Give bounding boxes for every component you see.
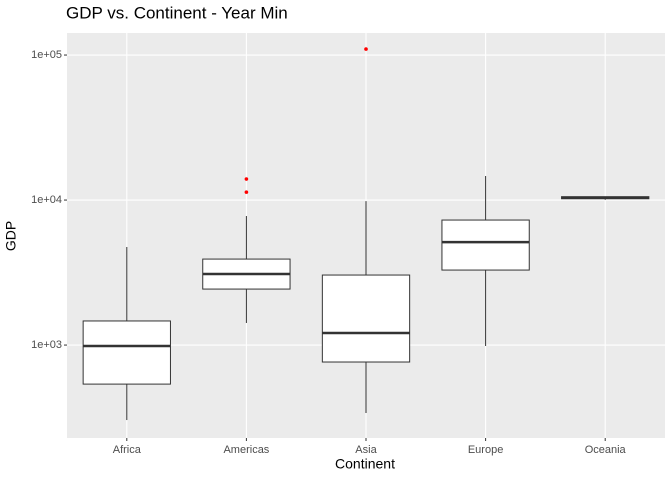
- x-tick-label: Asia: [355, 444, 377, 456]
- y-axis-title: GDP: [3, 221, 19, 251]
- x-tick-label: Americas: [223, 444, 269, 456]
- outlier: [364, 47, 368, 51]
- box: [82, 320, 171, 385]
- x-tick-label: Europe: [468, 444, 503, 456]
- y-tick-label: 1e+04: [31, 194, 62, 206]
- x-tick-label: Africa: [113, 444, 142, 456]
- y-tick-label: 1e+05: [31, 49, 62, 61]
- y-tick-label: 1e+03: [31, 339, 62, 351]
- x-tick-label: Oceania: [585, 444, 627, 456]
- box: [441, 219, 530, 271]
- outlier: [244, 177, 249, 181]
- outlier: [244, 190, 249, 194]
- chart-title: GDP vs. Continent - Year Min: [66, 3, 288, 22]
- box: [321, 274, 411, 363]
- x-axis-title: Continent: [335, 456, 395, 472]
